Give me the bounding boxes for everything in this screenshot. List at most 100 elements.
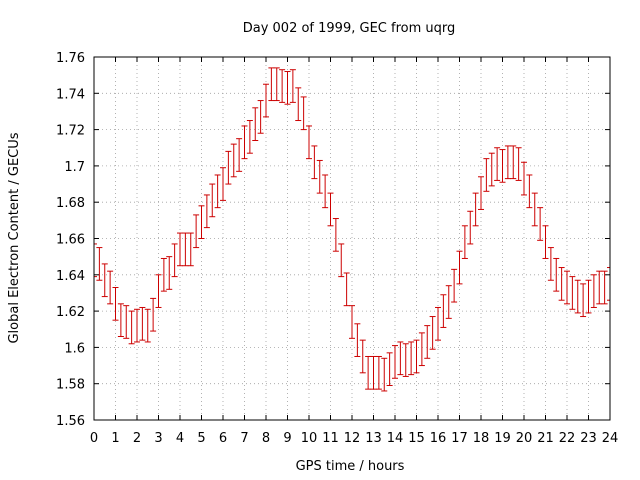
- data-point-errorbar: [429, 316, 436, 350]
- data-point-errorbar: [365, 355, 372, 390]
- x-tick-label: 1: [111, 431, 119, 446]
- data-point-errorbar: [101, 263, 108, 298]
- data-point-errorbar: [349, 305, 355, 339]
- data-point-errorbar: [198, 205, 205, 239]
- data-point-errorbar: [300, 96, 307, 131]
- data-point-errorbar: [488, 152, 495, 187]
- chart-title: Day 002 of 1999, GEC from uqrg: [243, 21, 456, 36]
- data-point-errorbar: [295, 87, 302, 122]
- y-tick-label: 1.62: [56, 305, 85, 320]
- data-point-errorbar: [327, 192, 334, 227]
- y-tick-label: 1.68: [56, 196, 85, 211]
- y-tick-label: 1.7: [64, 160, 85, 175]
- data-point-errorbar: [171, 243, 178, 278]
- x-tick-label: 22: [559, 431, 576, 446]
- data-point-errorbar: [160, 257, 167, 292]
- x-tick-label: 8: [262, 431, 270, 446]
- x-tick-label: 3: [154, 431, 162, 446]
- data-point-errorbar: [209, 183, 216, 218]
- data-point-errorbar: [526, 174, 533, 209]
- data-point-errorbar: [402, 343, 409, 377]
- y-axis-title: Global Electron Content / GECUs: [7, 132, 22, 343]
- data-point-errorbar: [263, 83, 269, 118]
- data-point-errorbar: [537, 207, 544, 241]
- data-point-errorbar: [375, 355, 382, 390]
- data-point-errorbar: [246, 120, 253, 154]
- x-tick-label: 13: [365, 431, 382, 446]
- data-point-errorbar: [445, 285, 452, 319]
- data-point-errorbar: [558, 267, 565, 301]
- axis-ticks: 0 1 2 3 4 5 6 7 8 9 10 11 12 13 14 15 16 17 18 19 20 21 22 23 24…: [56, 51, 618, 446]
- data-point-errorbar: [343, 272, 350, 307]
- data-point-errorbar: [112, 287, 119, 321]
- y-tick-label: 1.64: [56, 269, 85, 284]
- data-point-errorbar: [542, 225, 549, 259]
- y-tick-label: 1.58: [56, 378, 85, 393]
- data-point-errorbar: [424, 325, 431, 359]
- x-tick-label: 0: [90, 431, 98, 446]
- data-point-errorbar: [461, 225, 468, 259]
- data-point-errorbar: [590, 274, 597, 308]
- data-point-errorbar: [596, 270, 603, 305]
- data-point-errorbar: [580, 283, 587, 318]
- x-tick-label: 5: [197, 431, 205, 446]
- x-tick-label: 15: [408, 431, 425, 446]
- y-tick-label: 1.76: [56, 51, 85, 66]
- data-point-errorbar: [510, 145, 517, 180]
- data-point-errorbar: [123, 305, 130, 339]
- data-point-errorbar: [418, 332, 425, 367]
- data-point-errorbar: [456, 250, 463, 285]
- data-point-errorbar: [332, 218, 339, 252]
- x-tick-label: 12: [344, 431, 361, 446]
- data-point-errorbar: [187, 232, 194, 267]
- data-point-errorbar: [386, 352, 393, 387]
- data-point-errorbar: [193, 214, 200, 249]
- data-point-errorbar: [338, 243, 345, 278]
- data-point-errorbar: [515, 147, 522, 181]
- data-point-errorbar: [354, 323, 361, 357]
- data-point-errorbar: [397, 341, 404, 376]
- data-point-errorbar: [451, 268, 458, 303]
- x-tick-label: 11: [322, 431, 339, 446]
- data-point-errorbar: [289, 69, 296, 103]
- data-point-errorbar: [564, 270, 570, 305]
- data-point-errorbar: [435, 306, 441, 341]
- x-axis-title: GPS time / hours: [296, 459, 405, 474]
- data-point-errorbar: [268, 67, 275, 102]
- data-point-errorbar: [117, 303, 124, 338]
- data-point-errorbar: [220, 167, 226, 201]
- data-point-errorbar: [504, 145, 511, 180]
- data-point-errorbar: [494, 147, 501, 181]
- x-tick-label: 24: [602, 431, 619, 446]
- x-tick-label: 20: [516, 431, 533, 446]
- data-point-errorbar: [392, 345, 398, 379]
- data-point-errorbar: [322, 174, 329, 209]
- data-point-errorbar: [311, 145, 318, 180]
- x-tick-label: 6: [219, 431, 227, 446]
- data-point-errorbar: [306, 125, 312, 160]
- x-tick-label: 16: [430, 431, 447, 446]
- grid: [94, 57, 610, 420]
- data-point-errorbar: [370, 355, 377, 390]
- data-point-errorbar: [467, 210, 474, 245]
- data-point-errorbar: [236, 138, 243, 172]
- x-tick-label: 4: [176, 431, 184, 446]
- x-tick-label: 9: [283, 431, 291, 446]
- x-tick-label: 18: [473, 431, 490, 446]
- data-point-errorbar: [569, 276, 576, 310]
- data-point-errorbar: [553, 257, 560, 292]
- data-point-errorbar: [273, 67, 280, 102]
- data-point-errorbar: [478, 176, 484, 210]
- data-point-errorbar: [225, 150, 232, 185]
- y-tick-label: 1.66: [56, 233, 85, 248]
- data-point-errorbar: [252, 107, 259, 141]
- data-point-errorbar: [214, 174, 221, 209]
- x-tick-label: 2: [133, 431, 141, 446]
- data-point-errorbar: [408, 341, 415, 376]
- data-point-errorbar: [574, 279, 581, 314]
- data-point-errorbar: [257, 100, 264, 134]
- data-point-errorbar: [483, 158, 490, 192]
- data-point-errorbar: [440, 294, 447, 328]
